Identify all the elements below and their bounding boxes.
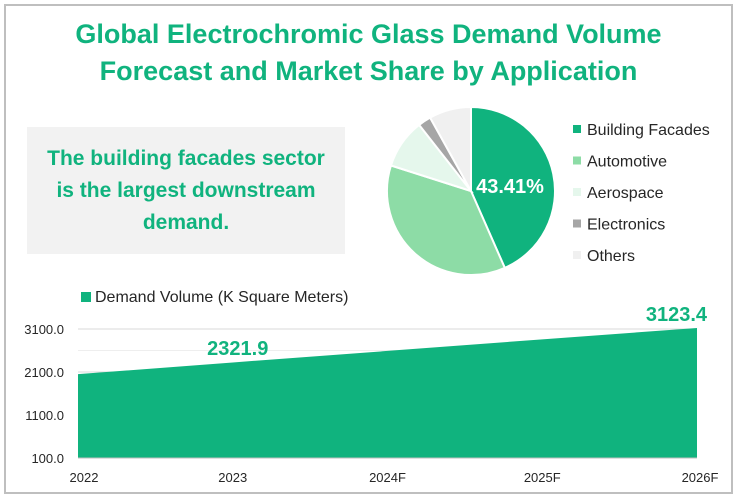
x-tick-label: 2024F: [369, 470, 406, 485]
x-tick-label: 2025F: [524, 470, 561, 485]
pie-slice-automotive: [386, 164, 507, 276]
y-tick-label: 2100.0: [24, 365, 64, 380]
legend-swatch: [573, 219, 581, 228]
legend-swatch: [573, 156, 581, 165]
legend-label: Aerospace: [587, 185, 664, 202]
title-line-2: Forecast and Market Share by Application: [99, 56, 638, 86]
legend-swatch-demand-volume: [81, 292, 91, 302]
pie-slice-building-facades: [470, 105, 556, 270]
y-tick-label: 100.0: [31, 451, 64, 466]
legend-swatch: [573, 125, 581, 133]
legend-label-demand-volume: Demand Volume (K Square Meters): [95, 289, 348, 306]
insight-note: The building facades sector is the large…: [27, 127, 345, 254]
data-label-2023: 2321.9: [207, 338, 268, 360]
title-line-1: Global Electrochromic Glass Demand Volum…: [75, 19, 662, 49]
legend-label: Automotive: [587, 154, 667, 171]
legend-label: Others: [587, 248, 635, 265]
legend-swatch: [573, 188, 581, 196]
legend-label: Building Facades: [587, 122, 710, 139]
legend-swatch: [573, 251, 581, 259]
insight-note-text: The building facades sector is the large…: [47, 146, 325, 234]
y-tick-label: 1100.0: [25, 408, 64, 423]
legend-label: Electronics: [587, 217, 665, 234]
y-tick-label: 3100.0: [24, 322, 64, 337]
pie-data-label: 43.41%: [476, 176, 544, 198]
chart-title: Global Electrochromic Glass Demand Volum…: [0, 16, 737, 90]
x-tick-label: 2026F: [682, 470, 719, 485]
area-series-demand-volume: [78, 327, 697, 458]
pie-slice-others: [428, 105, 472, 195]
x-tick-label: 2022: [70, 470, 99, 485]
data-label-2026f: 3123.4: [646, 304, 708, 326]
x-tick-label: 2023: [218, 470, 247, 485]
